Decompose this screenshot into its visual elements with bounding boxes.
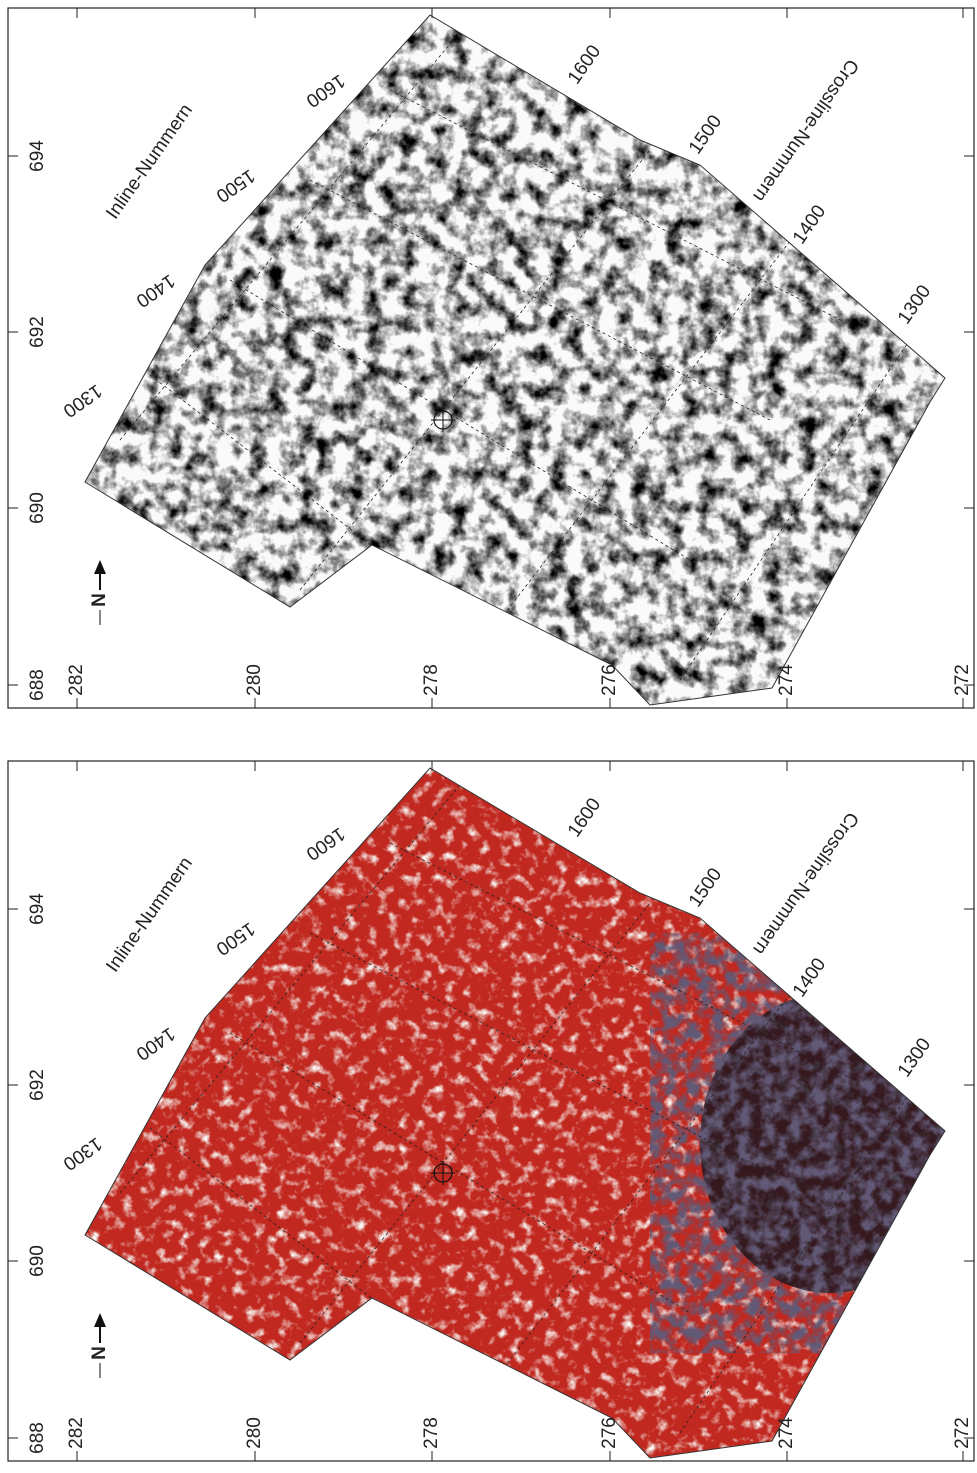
crossline-number: 1400 — [789, 954, 830, 1001]
inline-number: 1400 — [132, 270, 179, 311]
x-tick-label: 692 — [27, 1069, 48, 1101]
x-tick-label: 692 — [27, 316, 48, 348]
y-tick-label: 278 — [421, 664, 442, 696]
y-tick-label: 280 — [244, 1417, 265, 1449]
north-arrow — [94, 560, 106, 574]
inline-number: 1400 — [132, 1023, 179, 1064]
y-tick-label: 276 — [599, 664, 620, 696]
north-label: N — [89, 1346, 110, 1360]
y-tick-label: 272 — [952, 664, 973, 696]
y-tick-label: 272 — [952, 1417, 973, 1449]
y-tick-label: 274 — [776, 664, 797, 696]
north-label: N — [89, 593, 110, 607]
crossline-number: 1400 — [789, 201, 830, 248]
inline-number: 1300 — [59, 380, 106, 421]
y-tick-label: 282 — [66, 664, 87, 696]
crossline-number: 1600 — [564, 41, 605, 88]
x-tick-label: 694 — [27, 893, 48, 925]
y-tick-label: 282 — [66, 1417, 87, 1449]
x-tick-label: 690 — [27, 492, 48, 524]
y-tick-label: 276 — [599, 1417, 620, 1449]
inline-number: 1500 — [212, 165, 259, 206]
crossline-number: 1600 — [564, 794, 605, 841]
crossline-label: Crossline-Nummern — [748, 808, 862, 958]
x-tick-label: 694 — [27, 140, 48, 172]
x-tick-label: 688 — [27, 1422, 48, 1454]
inline-label: Inline-Nummern — [102, 100, 197, 223]
crossline-label: Crossline-Nummern — [748, 55, 862, 205]
crossline-number: 1500 — [685, 864, 726, 911]
figure: 688 690 692 694 282 280 278 276 274 272 N Inline-Nu… — [0, 0, 977, 1468]
x-tick-label: 690 — [27, 1245, 48, 1277]
y-tick-label: 274 — [776, 1417, 797, 1449]
north-arrow — [94, 1313, 106, 1327]
inline-number: 1600 — [302, 823, 349, 864]
dark-texture — [650, 933, 970, 1353]
crossline-number: 1500 — [685, 111, 726, 158]
crossline-number: 1300 — [894, 281, 935, 328]
y-tick-label: 280 — [244, 664, 265, 696]
inline-number: 1500 — [212, 918, 259, 959]
map-panel: 688 690 692 694 282 280 278 276 274 272 N Inline-Nu… — [0, 753, 977, 1463]
y-tick-label: 278 — [421, 1417, 442, 1449]
x-tick-label: 688 — [27, 669, 48, 701]
crossline-number: 1300 — [894, 1034, 935, 1081]
inline-number: 1600 — [302, 70, 349, 111]
inline-number: 1300 — [59, 1133, 106, 1174]
inline-label: Inline-Nummern — [102, 853, 197, 976]
map-panel: 688 690 692 694 282 280 278 276 274 272 N Inline-Nu… — [0, 0, 977, 710]
